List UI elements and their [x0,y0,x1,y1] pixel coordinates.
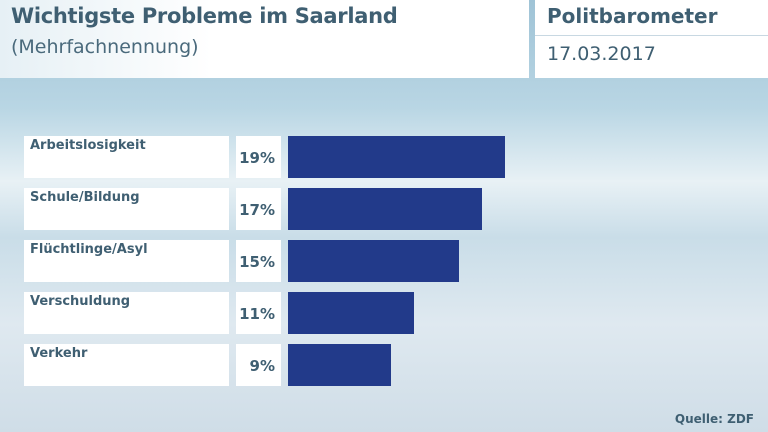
value-label-box: 11% [236,292,281,334]
bar [288,292,414,334]
brand-panel: Politbarometer 17.03.2017 [535,0,768,78]
brand-title: Politbarometer [547,4,718,28]
divider [535,35,768,36]
value-label-box: 15% [236,240,281,282]
bar [288,188,483,230]
title-panel: Wichtigste Probleme im Saarland (Mehrfac… [0,0,529,78]
bar [288,344,391,386]
value-label: 19% [239,149,275,167]
category-label-box: Schule/Bildung [24,188,229,230]
bar [288,240,460,282]
category-label: Flüchtlinge/Asyl [30,242,148,257]
chart-subtitle: (Mehrfachnennung) [11,36,199,58]
source-note: Quelle: ZDF [674,412,754,426]
survey-date: 17.03.2017 [547,43,656,65]
value-label: 11% [239,305,275,323]
value-label: 17% [239,201,275,219]
value-label: 15% [239,253,275,271]
category-label-box: Arbeitslosigkeit [24,136,229,178]
category-label: Schule/Bildung [30,190,140,205]
category-label-box: Verschuldung [24,292,229,334]
value-label-box: 17% [236,188,281,230]
chart-title: Wichtigste Probleme im Saarland [11,4,398,28]
value-label-box: 19% [236,136,281,178]
value-label-box: 9% [236,344,281,386]
value-label: 9% [249,357,275,375]
category-label-box: Flüchtlinge/Asyl [24,240,229,282]
category-label: Verschuldung [30,294,131,309]
category-label: Verkehr [30,346,88,361]
bar [288,136,505,178]
category-label: Arbeitslosigkeit [30,138,146,153]
category-label-box: Verkehr [24,344,229,386]
